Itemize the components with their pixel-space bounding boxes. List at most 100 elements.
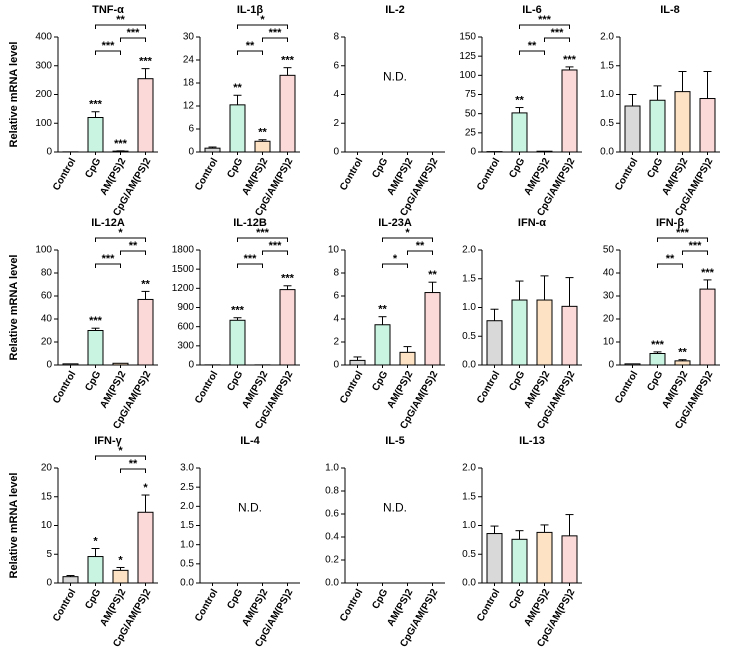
significance-label: *: [143, 482, 148, 494]
x-tick-label: Control: [193, 587, 220, 623]
y-tick-label: 10: [328, 245, 340, 256]
bracket-label: **: [246, 40, 255, 52]
bar: [137, 78, 154, 153]
x-tick-label: Control: [338, 369, 365, 405]
panel-title: IL-2: [385, 4, 405, 16]
x-tick-label: Control: [613, 369, 640, 405]
y-tick-label: 1.0: [325, 463, 339, 474]
bracket: [519, 50, 545, 55]
y-tick-label: 0: [333, 360, 339, 371]
bar: [674, 360, 691, 366]
bracket: [95, 24, 146, 29]
y-tick-label: 50: [603, 245, 615, 256]
y-tick-label: 300: [35, 60, 52, 71]
y-tick-label: 10: [603, 337, 615, 348]
significance-label: *: [93, 535, 98, 547]
significance-label: **: [378, 304, 387, 316]
significance-label: ***: [563, 54, 577, 66]
x-tick-label: Control: [338, 156, 365, 192]
annotation: N.D.: [383, 69, 407, 83]
bar: [137, 298, 154, 366]
bar: [137, 511, 154, 584]
bracket-label: ***: [689, 240, 703, 252]
bar: [561, 535, 578, 584]
y-tick-label: 60: [41, 291, 53, 302]
bracket: [262, 250, 288, 255]
x-tick-label: CpG: [83, 587, 103, 611]
bracket: [657, 263, 683, 268]
y-axis-label: Relative mRNA level: [8, 42, 20, 148]
y-tick-label: 50: [465, 108, 477, 119]
y-tick-label: 0.4: [325, 532, 339, 543]
y-tick-label: 2.0: [600, 32, 614, 43]
y-tick-label: 75: [465, 89, 477, 100]
y-tick-label: 6: [333, 291, 339, 302]
panel-title: IFN-β: [656, 217, 684, 229]
bracket-label: ***: [551, 27, 565, 39]
bracket-label: *: [118, 445, 123, 457]
bar: [511, 299, 528, 366]
y-tick-label: 0.0: [180, 578, 194, 589]
significance-label: ***: [114, 138, 128, 150]
y-tick-label: 24: [183, 55, 195, 66]
bracket: [382, 237, 433, 242]
bar: [62, 363, 79, 366]
significance-label: **: [428, 269, 437, 281]
bar: [649, 99, 666, 153]
x-tick-label: CpG: [370, 587, 390, 611]
bar: [536, 299, 553, 366]
bar: [561, 305, 578, 366]
x-tick-label: Control: [475, 156, 502, 192]
y-tick-label: 0.6: [325, 509, 339, 520]
y-tick-label: 2.5: [180, 482, 194, 493]
y-tick-label: 400: [35, 32, 52, 43]
x-tick-label: CpG: [507, 156, 527, 180]
bar: [699, 98, 716, 153]
y-tick-label: 0.0: [462, 578, 476, 589]
y-tick-label: 80: [41, 268, 53, 279]
x-tick-label: Control: [193, 156, 220, 192]
y-tick-label: 12: [183, 101, 195, 112]
y-tick-label: 0: [46, 147, 52, 158]
y-tick-label: 1.5: [600, 60, 614, 71]
y-tick-label: 4: [333, 314, 339, 325]
x-tick-label: Control: [475, 369, 502, 405]
y-tick-label: 0: [188, 147, 194, 158]
bracket-label: **: [129, 458, 138, 470]
bracket: [120, 250, 146, 255]
significance-label: ***: [231, 305, 245, 317]
y-tick-label: 30: [603, 291, 615, 302]
y-tick-label: 1200: [172, 283, 195, 294]
bar: [674, 91, 691, 153]
y-tick-label: 2: [333, 337, 339, 348]
bar: [536, 150, 553, 153]
panel-title: IFN-α: [518, 217, 546, 229]
significance-label: **: [141, 278, 150, 290]
bracket-label: ***: [269, 27, 283, 39]
y-tick-label: 0: [188, 360, 194, 371]
bar: [374, 324, 391, 366]
x-tick-label: CpG: [645, 156, 665, 180]
y-tick-label: 0.5: [600, 118, 614, 129]
x-tick-label: Control: [51, 156, 78, 192]
significance-label: ***: [701, 267, 715, 279]
bracket: [237, 24, 288, 29]
panel-title: IL-4: [240, 435, 260, 447]
panel-title: IL-23A: [378, 217, 412, 229]
significance-label: **: [258, 127, 267, 139]
bar: [399, 351, 416, 366]
bar: [254, 140, 271, 153]
panel-title: TNF-α: [92, 4, 124, 16]
bar: [699, 288, 716, 366]
significance-label: ***: [651, 339, 665, 351]
y-tick-label: 0: [46, 578, 52, 589]
bracket: [407, 250, 433, 255]
y-tick-label: 0: [608, 360, 614, 371]
bracket: [95, 50, 121, 55]
panel-title: IL-12B: [233, 217, 267, 229]
y-tick-label: 100: [459, 70, 476, 81]
bar: [112, 569, 129, 584]
bracket-label: ***: [256, 227, 270, 239]
bar: [649, 353, 666, 366]
